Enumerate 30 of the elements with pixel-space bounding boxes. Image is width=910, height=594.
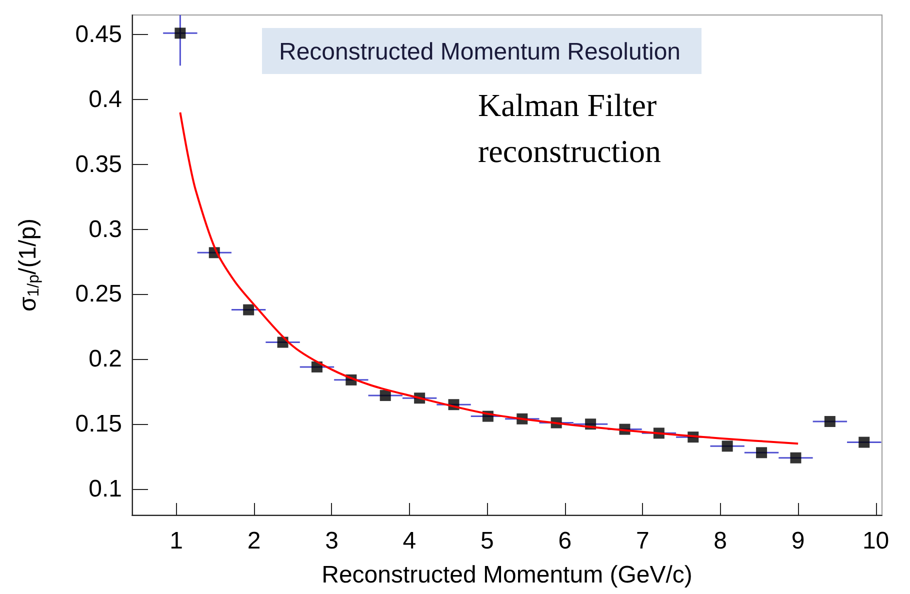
point	[756, 447, 768, 458]
point	[824, 416, 836, 427]
point	[174, 28, 186, 39]
x-tick-label: 4	[402, 528, 416, 554]
y-tick-label: 0.45	[75, 20, 122, 48]
point	[380, 390, 391, 402]
x-tick-label: 9	[791, 528, 805, 554]
annotation: Kalman Filter reconstruction	[478, 87, 662, 169]
x-tick-label: 6	[558, 528, 572, 554]
point	[243, 304, 254, 316]
x-tick-label: 5	[480, 528, 494, 554]
y-axis-title: σ1/p/(1/p)	[14, 218, 42, 312]
x-axis-title: Reconstructed Momentum (GeV/c)	[322, 562, 692, 588]
x-tick-label: 2	[247, 528, 261, 554]
y-tick-label: 0.1	[88, 476, 122, 503]
point	[790, 452, 802, 464]
text: Reconstructed Momentum Resolution	[279, 38, 681, 66]
point	[858, 436, 870, 448]
x-tick-label: 8	[714, 528, 728, 554]
x-tick-label: 1	[170, 528, 183, 554]
y-tick-label: 0.35	[75, 150, 122, 178]
x-tick-label: 3	[325, 528, 338, 554]
x-tick-label: 10	[862, 528, 890, 554]
point	[722, 440, 733, 452]
y-tick-label: 0.4	[88, 86, 122, 113]
y-tick-label: 0.15	[75, 410, 122, 438]
y-tick-label: 0.2	[88, 346, 122, 373]
x-tick-label: 7	[636, 528, 650, 554]
y-tick-label: 0.25	[75, 280, 122, 308]
y-tick-label: 0.3	[88, 216, 122, 243]
